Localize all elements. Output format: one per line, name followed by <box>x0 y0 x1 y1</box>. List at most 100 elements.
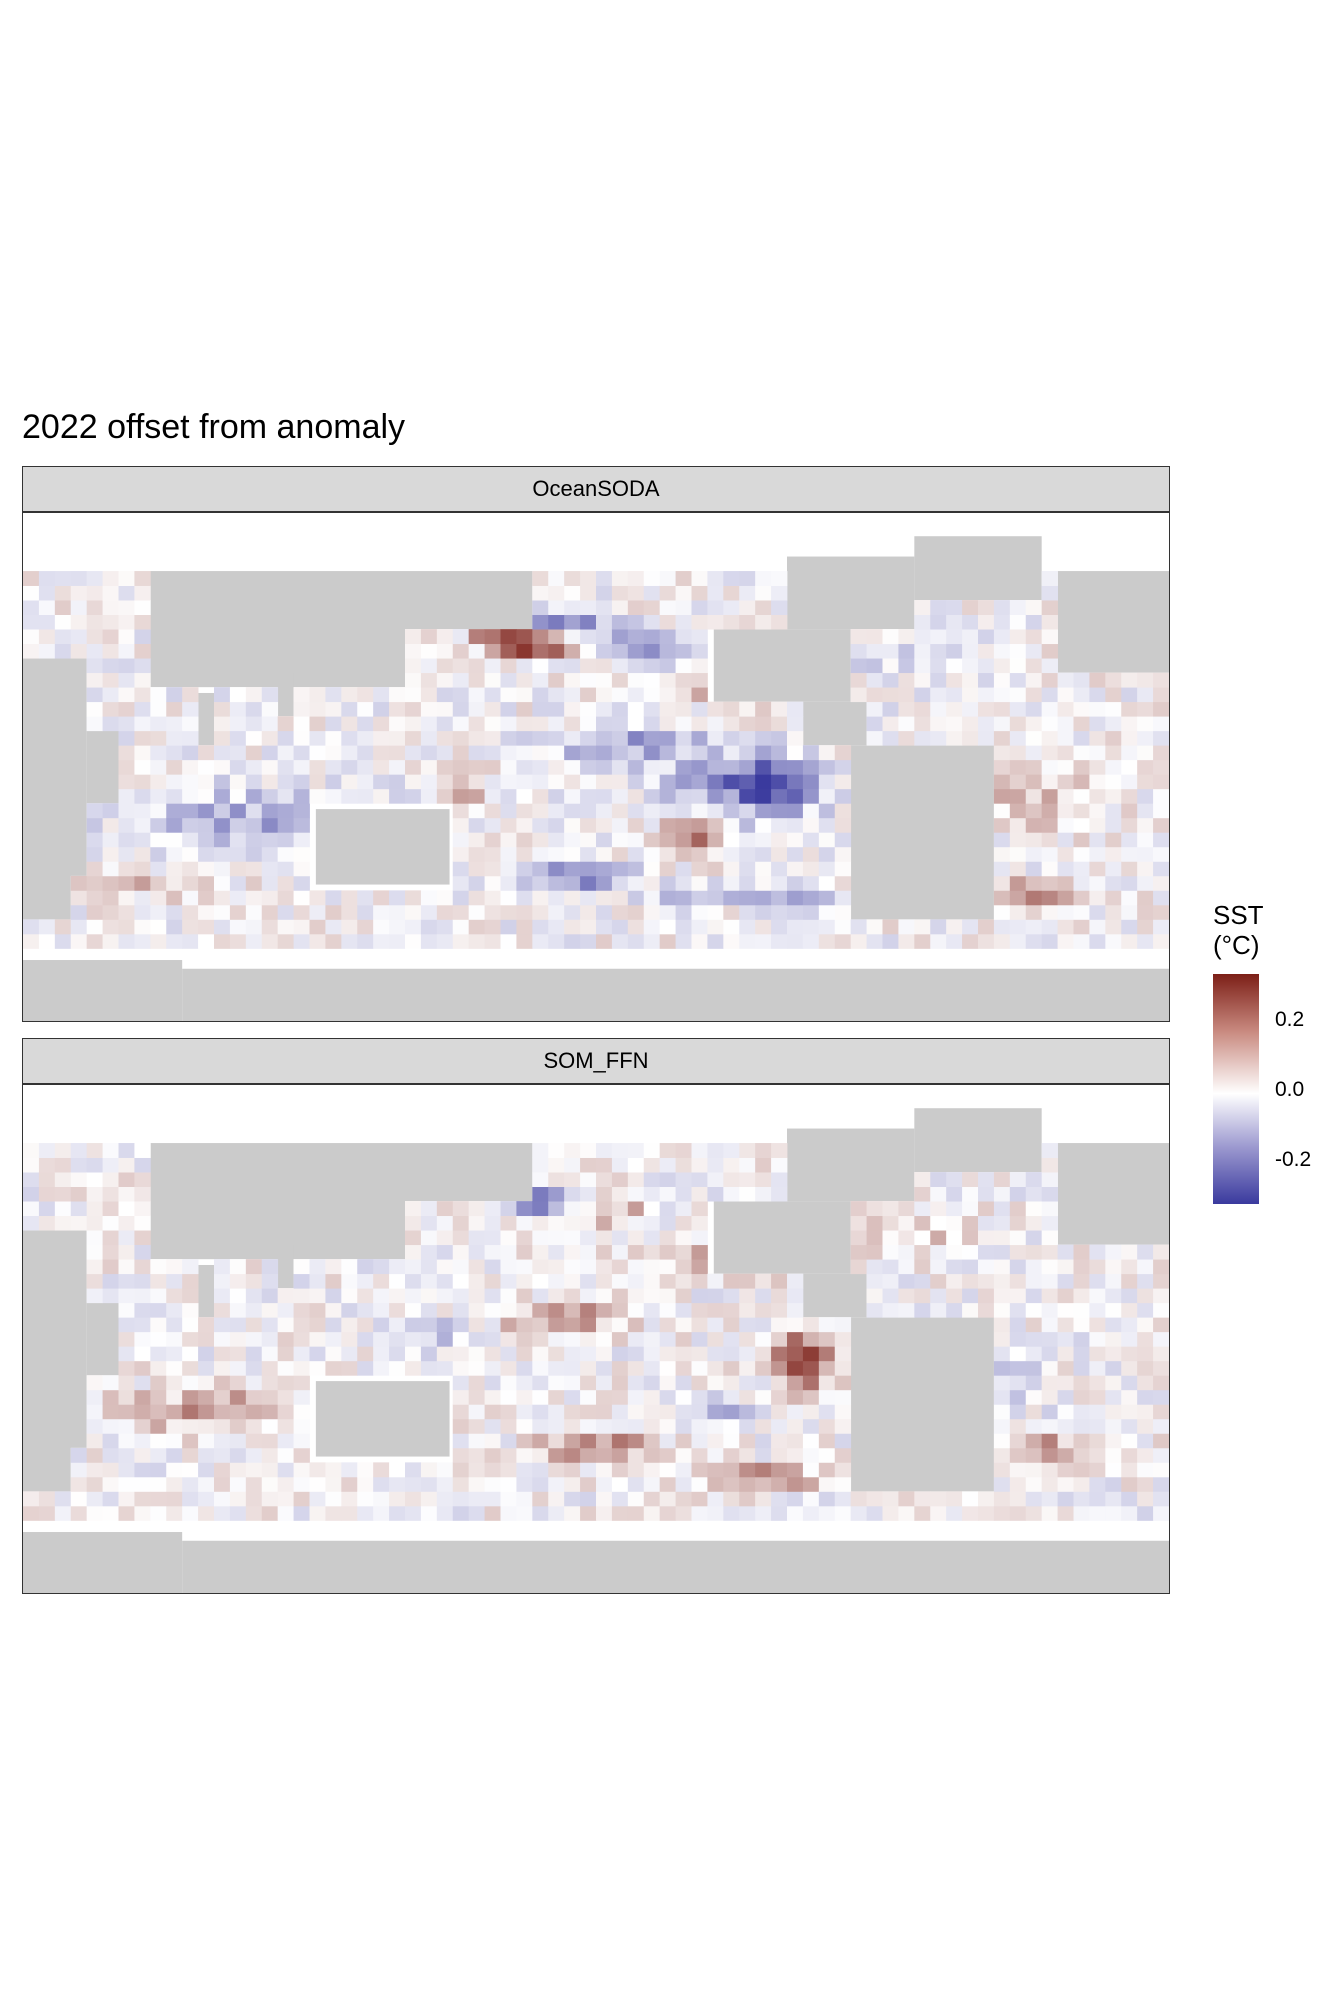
heatmap-cell <box>580 904 597 920</box>
heatmap-cell <box>707 1433 724 1449</box>
heatmap-cell <box>627 600 645 615</box>
heatmap-cell <box>468 1433 485 1449</box>
heatmap-cell <box>1057 919 1074 935</box>
heatmap-cell <box>373 933 390 949</box>
heatmap-cell <box>166 1433 183 1449</box>
heatmap-cell <box>787 832 804 848</box>
heatmap-cell <box>739 933 756 949</box>
heatmap-cell <box>962 1215 979 1231</box>
heatmap-cell <box>548 658 565 674</box>
heatmap-cell <box>452 1462 470 1478</box>
heatmap-cell <box>1025 1462 1043 1478</box>
heatmap-cell <box>707 1447 724 1463</box>
heatmap-cell <box>1057 1244 1074 1260</box>
heatmap-cell <box>182 846 199 862</box>
heatmap-cell <box>993 759 1011 775</box>
heatmap-cell <box>675 1491 692 1507</box>
heatmap-cell <box>914 919 931 935</box>
heatmap-cell <box>102 1462 119 1478</box>
heatmap-cell <box>1025 1230 1043 1246</box>
heatmap-cell <box>214 730 231 746</box>
heatmap-cell <box>86 1157 103 1173</box>
heatmap-cell <box>755 846 772 862</box>
heatmap-cell <box>277 1491 294 1507</box>
heatmap-cell <box>755 1433 772 1449</box>
heatmap-cell <box>1137 1389 1154 1405</box>
heatmap-cell <box>580 1157 597 1173</box>
heatmap-cell <box>930 1273 947 1289</box>
heatmap-cell <box>198 774 215 790</box>
heatmap-cell <box>229 716 247 732</box>
heatmap-cell <box>309 716 326 732</box>
heatmap-cell <box>452 643 470 659</box>
heatmap-cell <box>198 1418 215 1434</box>
heatmap-cell <box>102 1447 119 1463</box>
heatmap-cell <box>627 832 645 848</box>
heatmap-cell <box>691 1302 708 1318</box>
heatmap-cell <box>1137 687 1154 703</box>
heatmap-cell <box>245 774 263 790</box>
heatmap-cell <box>691 1259 708 1275</box>
heatmap-cell <box>309 1331 326 1347</box>
heatmap-cell <box>993 1476 1011 1492</box>
heatmap-cell <box>675 1418 692 1434</box>
heatmap-cell <box>802 745 820 761</box>
heatmap-cell <box>659 745 676 761</box>
heatmap-cell <box>659 571 676 586</box>
heatmap-cell <box>118 1346 135 1362</box>
heatmap-cell <box>739 1404 756 1420</box>
heatmap-cell <box>675 774 692 790</box>
heatmap-cell <box>229 687 247 703</box>
heatmap-cell <box>405 1244 422 1260</box>
heatmap-cell <box>627 730 645 746</box>
heatmap-cell <box>627 614 645 630</box>
heatmap-cell <box>962 1259 979 1275</box>
heatmap-cell <box>293 1418 310 1434</box>
heatmap-cell <box>182 933 199 949</box>
heatmap-cell <box>214 759 231 775</box>
heatmap-cell <box>341 1462 358 1478</box>
heatmap-cell <box>420 788 438 804</box>
heatmap-cell <box>198 1331 215 1347</box>
heatmap-cell <box>229 1476 247 1492</box>
heatmap-cell <box>1137 730 1154 746</box>
heatmap-cell <box>214 1331 231 1347</box>
heatmap-cell <box>675 788 692 804</box>
heatmap-cell <box>596 730 613 746</box>
heatmap-cell <box>229 1447 247 1463</box>
heatmap-cell <box>755 832 772 848</box>
heatmap-cell <box>1153 1462 1169 1478</box>
heatmap-cell <box>580 1230 597 1246</box>
heatmap-cell <box>691 817 708 833</box>
heatmap-cell <box>643 1447 661 1463</box>
heatmap-cell <box>564 1244 581 1260</box>
heatmap-cell <box>468 1404 485 1420</box>
heatmap-cell <box>245 701 263 717</box>
heatmap-cell <box>993 643 1011 659</box>
heatmap-cell <box>516 1505 533 1521</box>
heatmap-cell <box>468 1360 485 1376</box>
heatmap-cell <box>118 861 135 877</box>
heatmap-cell <box>962 1244 979 1260</box>
heatmap-cell <box>500 687 517 703</box>
heatmap-cell <box>309 1302 326 1318</box>
land-mass <box>86 1302 119 1376</box>
heatmap-cell <box>564 1433 581 1449</box>
heatmap-cell <box>373 730 390 746</box>
heatmap-cell <box>580 1215 597 1231</box>
heatmap-cell <box>643 1215 661 1231</box>
heatmap-cell <box>659 629 676 645</box>
heatmap-cell <box>1057 846 1074 862</box>
heatmap-cell <box>214 1360 231 1376</box>
heatmap-cell <box>723 1172 740 1187</box>
heatmap-cell <box>1025 933 1043 949</box>
heatmap-cell <box>500 1447 517 1463</box>
heatmap-cell <box>102 1201 119 1217</box>
heatmap-cell <box>675 817 692 833</box>
heatmap-cell <box>580 571 597 586</box>
heatmap-cell <box>548 716 565 732</box>
heatmap-cell <box>118 774 135 790</box>
heatmap-cell <box>548 614 565 630</box>
heatmap-cell <box>1105 1462 1122 1478</box>
heatmap-cell <box>134 846 151 862</box>
